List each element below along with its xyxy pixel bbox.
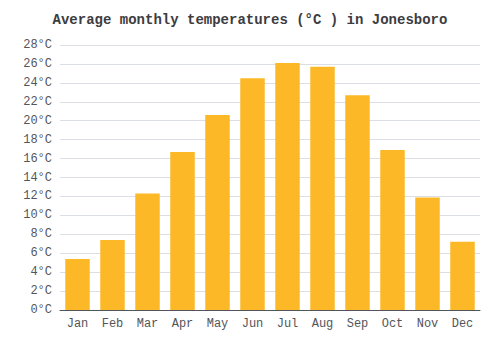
svg-text:Jan: Jan: [67, 317, 89, 331]
svg-text:4°C: 4°C: [30, 265, 52, 279]
svg-text:Oct: Oct: [382, 317, 404, 331]
svg-text:0°C: 0°C: [30, 303, 52, 317]
svg-text:6°C: 6°C: [30, 246, 52, 260]
svg-text:Feb: Feb: [102, 317, 124, 331]
svg-text:Sep: Sep: [347, 317, 369, 331]
svg-text:Jul: Jul: [277, 317, 299, 331]
svg-text:Nov: Nov: [417, 317, 439, 331]
svg-text:20°C: 20°C: [23, 114, 52, 128]
svg-text:22°C: 22°C: [23, 95, 52, 109]
svg-text:May: May: [207, 317, 229, 331]
svg-text:28°C: 28°C: [23, 38, 52, 52]
svg-text:16°C: 16°C: [23, 152, 52, 166]
svg-text:Mar: Mar: [137, 317, 159, 331]
svg-text:10°C: 10°C: [23, 208, 52, 222]
svg-text:2°C: 2°C: [30, 284, 52, 298]
svg-text:24°C: 24°C: [23, 76, 52, 90]
svg-text:Dec: Dec: [452, 317, 474, 331]
svg-text:18°C: 18°C: [23, 133, 52, 147]
svg-text:26°C: 26°C: [23, 57, 52, 71]
svg-text:8°C: 8°C: [30, 227, 52, 241]
svg-text:12°C: 12°C: [23, 189, 52, 203]
svg-text:Apr: Apr: [172, 317, 194, 331]
svg-text:14°C: 14°C: [23, 171, 52, 185]
svg-text:Aug: Aug: [312, 317, 334, 331]
svg-text:Jun: Jun: [242, 317, 264, 331]
svg-text:Average monthly temperatures (: Average monthly temperatures (°C ) in Jo…: [53, 12, 448, 28]
